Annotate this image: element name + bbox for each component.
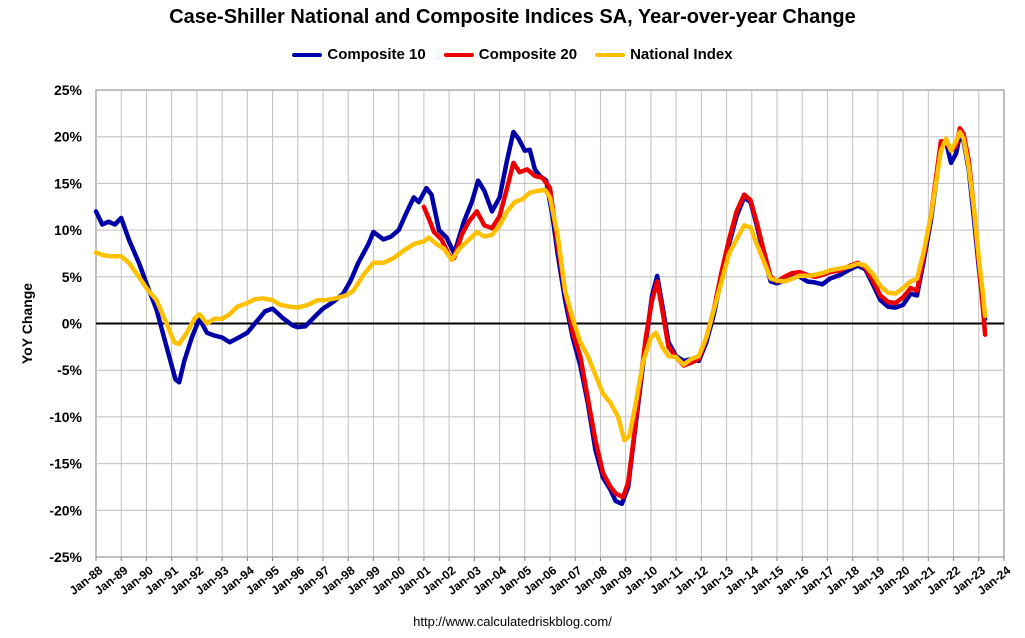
y-tick-label: 0% <box>62 316 83 332</box>
y-tick-label: 10% <box>54 222 83 238</box>
legend-item: Composite 20 <box>443 46 578 63</box>
y-tick-label: 15% <box>54 175 83 191</box>
series-line-national-index <box>93 129 988 443</box>
y-tick-label: 25% <box>54 82 83 98</box>
legend-item: Composite 10 <box>292 46 426 63</box>
legend-label: Composite 10 <box>327 46 426 63</box>
source-url: http://www.calculatedriskblog.com/ <box>413 614 612 629</box>
legend-swatch <box>443 52 474 57</box>
y-tick-label: 20% <box>54 129 83 145</box>
legend-item: National Index <box>595 46 733 63</box>
y-tick-label: 5% <box>62 269 83 285</box>
y-tick-label: -25% <box>49 549 82 565</box>
legend-label: Composite 20 <box>478 46 578 63</box>
legend-label: National Index <box>630 46 733 63</box>
chart-title: Case-Shiller National and Composite Indi… <box>169 6 856 28</box>
legend-swatch <box>292 52 323 57</box>
y-tick-label: -10% <box>49 409 82 425</box>
y-tick-label: -15% <box>49 456 82 472</box>
y-tick-label: -20% <box>49 502 82 518</box>
legend-swatch <box>595 52 626 57</box>
y-axis-label: YoY Change <box>19 283 35 364</box>
y-tick-label: -5% <box>57 362 82 378</box>
legend: Composite 10 Composite 20 National Index <box>0 46 1025 63</box>
